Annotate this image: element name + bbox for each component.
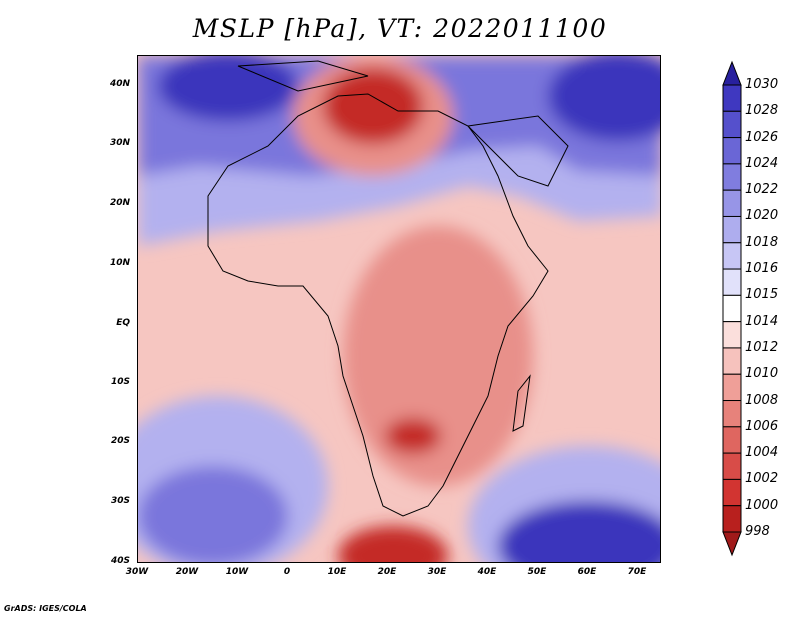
colorbar-label: 1022 [745,182,779,198]
med-low-core [323,68,423,144]
colorbar [722,60,742,557]
lat-label-40S: 40S [110,556,130,566]
colorbar-segment [722,347,742,375]
south-central-low [385,418,441,454]
lon-label-20E: 20E [377,567,397,577]
colorbar-segment [722,84,742,112]
lat-label-10S: 10S [110,377,130,387]
colorbar-segment [722,110,742,139]
lat-label-30N: 30N [109,138,130,148]
colorbar-segment [722,268,742,296]
colorbar-label: 1020 [745,208,779,224]
pressure-field [138,56,660,562]
colorbar-top-arrow [722,60,742,86]
colorbar-segments [722,84,742,533]
africa-outline [207,93,549,517]
colorbar-label: 1030 [745,77,779,92]
colorbar-segment [722,242,742,270]
lat-label-40N: 40N [109,79,130,89]
colorbar-segment [722,294,742,323]
southern-trough [338,526,448,562]
colorbar-label: 1014 [745,313,779,329]
lon-label-50E: 50E [527,567,547,577]
colorbar-segment [722,163,742,191]
lon-label-20W: 20W [175,567,199,577]
colorbar-segment [722,505,742,533]
colorbar-segment [722,137,742,165]
lon-label-30E: 30E [427,567,447,577]
atlantic-high [158,56,298,121]
colorbar-segment [722,400,742,428]
lat-label-30S: 30S [110,496,130,506]
asia-high [548,56,660,141]
colorbar-label: 1028 [745,103,779,119]
colorbar-label: 1018 [745,234,779,250]
colorbar-label: 1024 [745,155,779,171]
indian-high-core [498,501,660,562]
colorbar-segment [722,426,742,454]
map-panel [137,55,661,563]
madagascar-outline [512,374,531,432]
colorbar-label: 1010 [745,366,779,382]
colorbar-label: 1016 [745,261,779,277]
lat-label-20S: 20S [110,436,130,446]
colorbar-label: 1012 [745,339,779,355]
central-low [343,226,533,486]
europe-outline [237,60,369,92]
colorbar-label: 1015 [745,287,779,303]
lat-label-20N: 20N [109,198,130,208]
lon-label-10W: 10W [225,567,249,577]
colorbar-label: 1000 [745,497,779,513]
lon-label-70E: 70E [627,567,647,577]
south-atlantic-high-core [138,466,288,562]
colorbar-segment [722,373,742,402]
arabia-outline [466,115,569,187]
lon-label-40E: 40E [477,567,497,577]
lon-label-30W: 30W [125,567,149,577]
lon-label-0: 0 [283,567,291,577]
colorbar-segment [722,478,742,507]
colorbar-label: 1004 [745,445,779,461]
lat-label-10N: 10N [109,258,130,268]
colorbar-label: 1006 [745,418,779,434]
colorbar-segment [722,452,742,480]
colorbar-segment [722,321,742,349]
colorbar-label: 998 [745,524,770,539]
lon-label-10E: 10E [327,567,347,577]
coastlines [207,60,569,517]
colorbar-segment [722,189,742,217]
lat-label-EQ: EQ [116,318,130,328]
credit-text: GrADS: IGES/COLA [4,604,87,613]
chart-title: MSLP [hPa], VT: 2022011100 [192,14,608,43]
colorbar-label: 1002 [745,471,779,487]
colorbar-bottom-arrow [722,531,742,557]
lon-label-60E: 60E [577,567,597,577]
colorbar-label: 1008 [745,392,779,408]
colorbar-segment [722,215,742,244]
colorbar-label: 1026 [745,129,779,145]
